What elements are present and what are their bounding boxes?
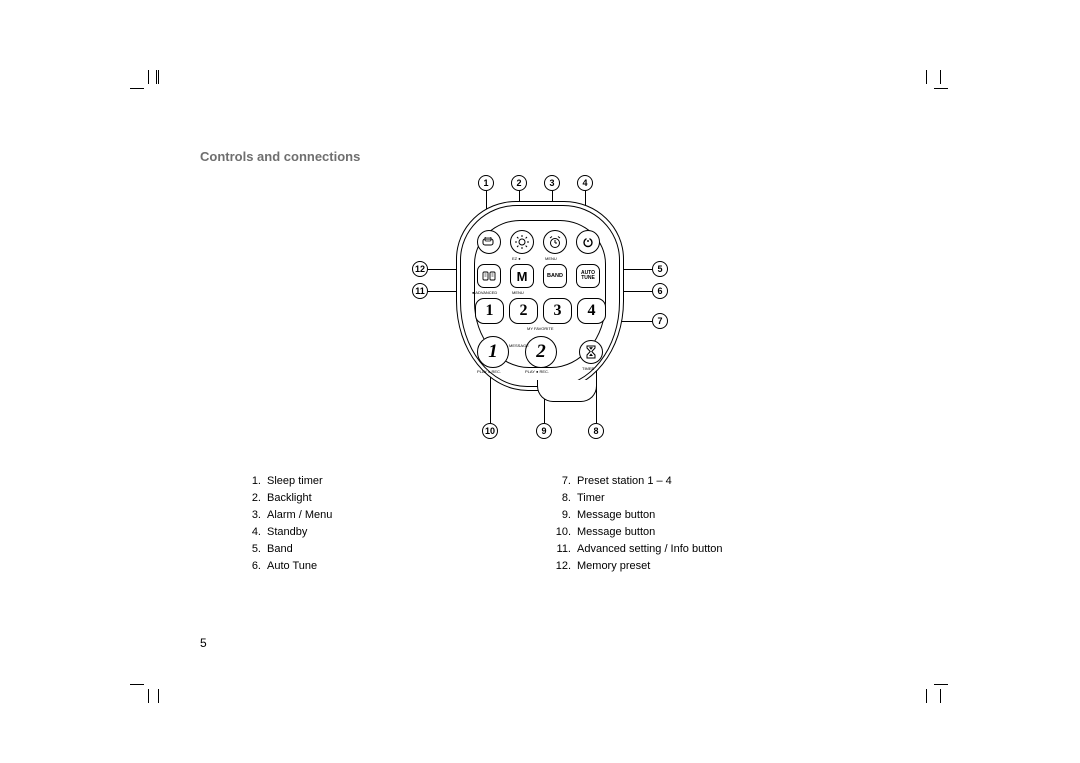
callout-3: 3 [544,175,560,191]
legend-right: 7.Preset station 1 – 48.Timer9.Message b… [555,473,723,575]
band-button: BAND [543,264,567,288]
crop-mark-br2 [932,673,962,703]
message-1-button: 1 [477,336,509,368]
legend-item: 10.Message button [555,524,723,541]
device-diagram: 1 2 3 4 5 6 7 12 11 10 9 8 EZ [430,175,650,440]
preset-3-button: 3 [543,298,572,324]
legend-item: 5.Band [245,541,332,558]
timer-button [579,340,603,364]
callout-12: 12 [412,261,428,277]
callout-1: 1 [478,175,494,191]
page-number: 5 [200,636,207,650]
section-heading: Controls and connections [200,149,360,164]
playrec2-label: PLAY ● REC. [525,369,549,374]
legend-item: 3.Alarm / Menu [245,507,332,524]
legend-item: 6.Auto Tune [245,558,332,575]
callout-8: 8 [588,423,604,439]
menu-label2: MENU [512,290,524,295]
callout-11: 11 [412,283,428,299]
preset-2-button: 2 [509,298,538,324]
legend-item: 7.Preset station 1 – 4 [555,473,723,490]
memory-button: M [510,264,534,288]
legend-item: 12.Memory preset [555,558,723,575]
message-2-button: 2 [525,336,557,368]
favorites-label: MY FAVORITE [527,326,554,331]
autotune-button: AUTO TUNE [576,264,600,288]
device-body: EZ ● MENU M BAND AUTO TUNE ● ADVANCED ME… [456,201,624,391]
callout-9: 9 [536,423,552,439]
legend-item: 2.Backlight [245,490,332,507]
preset-1-button: 1 [475,298,504,324]
info-button [477,264,501,288]
advanced-label: ● ADVANCED [472,290,497,295]
legend-item: 11.Advanced setting / Info button [555,541,723,558]
crop-mark-tl2 [150,70,180,100]
menu-tiny-label: MENU [545,256,557,261]
callout-6: 6 [652,283,668,299]
legend-item: 1.Sleep timer [245,473,332,490]
callout-10: 10 [482,423,498,439]
crop-mark-bl2 [150,673,180,703]
backlight-button [510,230,534,254]
crop-mark-tr2 [932,70,962,100]
timer-label: TIMER [582,366,594,371]
callout-4: 4 [577,175,593,191]
callout-2: 2 [511,175,527,191]
legend-item: 9.Message button [555,507,723,524]
callout-7: 7 [652,313,668,329]
standby-button [576,230,600,254]
legend-item: 8.Timer [555,490,723,507]
callout-5: 5 [652,261,668,277]
sleep-button [477,230,501,254]
message-label: MESSAGE [509,343,529,348]
alarm-button [543,230,567,254]
ez-label: EZ ● [512,256,521,261]
playrec1-label: PLAY ● REC. [477,369,501,374]
preset-4-button: 4 [577,298,606,324]
legend-left: 1.Sleep timer2.Backlight3.Alarm / Menu4.… [245,473,332,575]
legend-item: 4.Standby [245,524,332,541]
